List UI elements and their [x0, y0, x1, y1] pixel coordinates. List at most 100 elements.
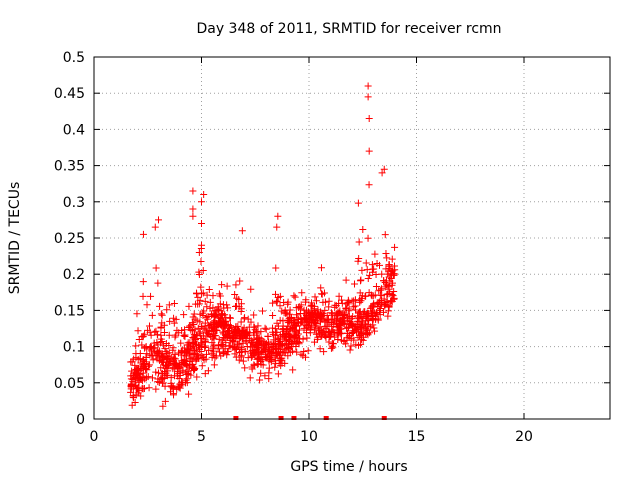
data-point: [139, 292, 147, 300]
data-point: [362, 292, 370, 300]
data-point: [357, 321, 365, 329]
data-point: [294, 319, 302, 327]
data-point: [148, 374, 156, 382]
data-point: [276, 292, 284, 300]
data-point: [363, 329, 371, 337]
data-point: [201, 370, 209, 378]
data-point: [236, 277, 244, 285]
data-point: [180, 359, 188, 367]
data-point: [299, 335, 307, 343]
data-point: [293, 332, 301, 340]
data-point: [240, 315, 248, 323]
data-point: [147, 292, 155, 300]
data-point: [340, 311, 348, 319]
data-point: [201, 336, 209, 344]
data-point: [170, 354, 178, 362]
data-point: [230, 338, 238, 346]
data-point: [198, 220, 205, 228]
data-point: [265, 338, 273, 346]
y-axis-label: SRMTID / TECUs: [7, 182, 23, 295]
data-point: [354, 199, 362, 207]
data-point: [168, 383, 176, 391]
data-point: [178, 357, 186, 365]
data-point: [355, 309, 363, 317]
data-point: [373, 299, 381, 307]
data-point: [185, 302, 193, 310]
data-point: [258, 347, 266, 355]
data-point: [144, 326, 152, 334]
data-point: [387, 297, 395, 305]
zero-marker: [381, 416, 387, 420]
data-point: [376, 307, 384, 315]
data-point: [195, 248, 203, 256]
data-point: [229, 337, 237, 345]
data-point: [333, 311, 341, 319]
data-point: [355, 238, 363, 246]
data-point: [193, 373, 201, 381]
data-point: [365, 147, 373, 155]
data-point: [321, 298, 329, 306]
data-point: [384, 312, 392, 320]
data-point: [184, 369, 192, 377]
data-point: [250, 323, 258, 331]
data-point: [132, 354, 140, 362]
data-point: [342, 276, 350, 284]
x-tick-label: 10: [300, 429, 318, 445]
y-tick-label: 0.35: [54, 159, 85, 175]
data-point: [363, 266, 371, 274]
data-point: [275, 338, 283, 346]
data-point: [189, 187, 197, 195]
data-point: [390, 288, 398, 296]
data-point: [257, 369, 265, 377]
data-point: [390, 295, 398, 303]
data-point: [167, 358, 175, 366]
data-point: [232, 331, 240, 339]
data-point: [157, 364, 165, 372]
data-point: [318, 311, 326, 319]
data-point: [312, 297, 320, 305]
data-point: [330, 328, 338, 336]
data-point: [286, 314, 294, 322]
data-point: [180, 332, 188, 340]
data-point: [248, 352, 256, 360]
data-point: [199, 312, 207, 320]
data-point: [218, 340, 226, 348]
data-point: [290, 292, 298, 300]
data-point: [217, 341, 225, 349]
data-point: [276, 349, 284, 357]
data-point: [358, 266, 366, 274]
data-point: [351, 302, 359, 310]
y-tick-label: 0.3: [63, 195, 85, 211]
data-point: [132, 342, 140, 350]
data-point: [252, 327, 260, 335]
data-point: [151, 328, 159, 336]
y-tick-label: 0.05: [54, 376, 85, 392]
data-point: [311, 293, 319, 301]
data-point: [383, 270, 391, 278]
data-point: [281, 333, 289, 341]
data-point: [385, 285, 393, 293]
data-point: [183, 379, 191, 387]
data-point: [254, 354, 262, 362]
data-point: [256, 376, 264, 384]
data-point: [172, 331, 180, 339]
data-point: [232, 281, 240, 289]
data-point: [384, 307, 392, 315]
data-point: [350, 336, 358, 344]
data-point: [223, 327, 231, 335]
data-point: [232, 323, 240, 331]
data-point: [254, 329, 262, 337]
data-point: [372, 271, 380, 279]
data-point: [367, 304, 375, 312]
data-point: [340, 337, 348, 345]
data-point: [365, 289, 373, 297]
data-point: [156, 302, 164, 310]
data-point: [356, 289, 364, 297]
data-point: [165, 301, 173, 309]
data-point: [134, 327, 142, 335]
data-point: [175, 384, 183, 392]
y-tick-label: 0.2: [63, 267, 85, 283]
data-point: [197, 257, 205, 265]
data-point: [286, 306, 294, 314]
